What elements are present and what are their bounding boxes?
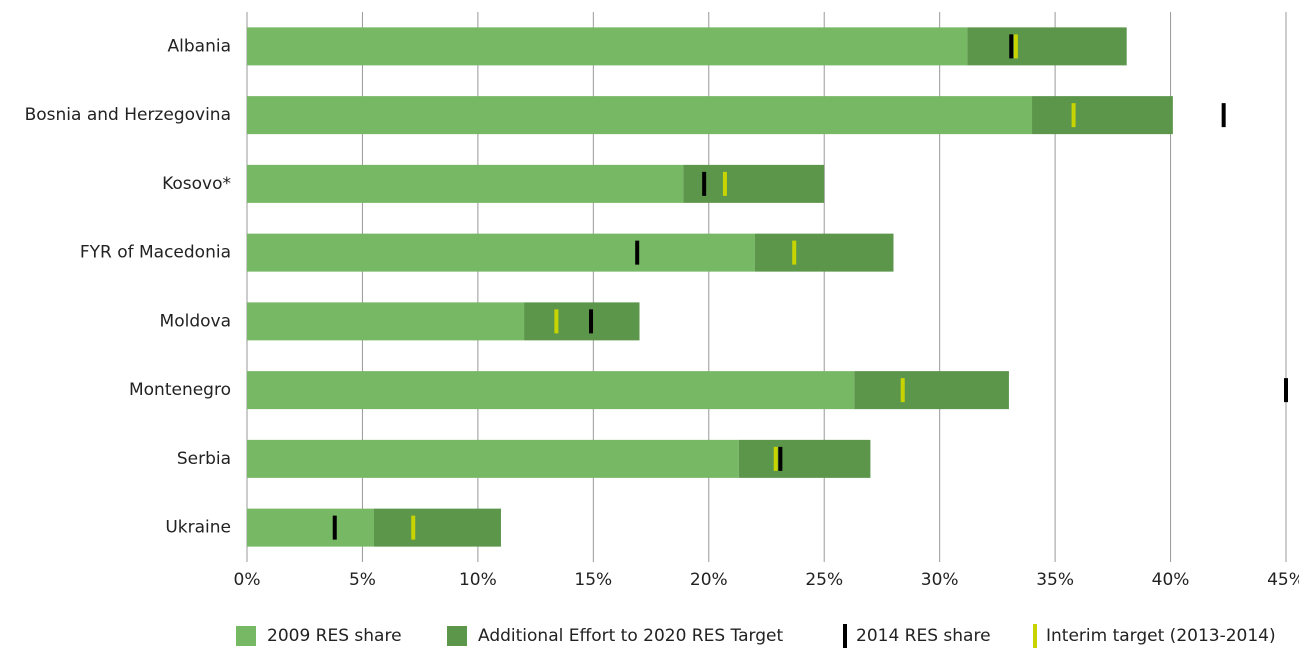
y-tick-label: Ukraine <box>165 518 231 538</box>
marker <box>1009 34 1014 59</box>
legend-swatch <box>843 624 847 648</box>
bar <box>247 508 374 547</box>
y-tick-label: Montenegro <box>129 380 231 400</box>
x-tick-label: 30% <box>921 570 959 590</box>
legend-swatch <box>1033 624 1037 648</box>
y-tick-label: Kosovo* <box>162 174 231 194</box>
x-tick-label: 0% <box>234 570 261 590</box>
marker <box>722 171 727 196</box>
x-tick-label: 45% <box>1267 570 1299 590</box>
y-tick-label: Albania <box>168 36 231 56</box>
bar <box>738 439 871 478</box>
marker <box>589 309 594 334</box>
legend-label: 2014 RES share <box>856 626 991 646</box>
bar <box>247 233 755 272</box>
x-tick-label: 20% <box>690 570 728 590</box>
bar <box>247 371 855 410</box>
bar <box>1032 96 1173 135</box>
x-tick-label: 35% <box>1036 570 1074 590</box>
legend-label: Additional Effort to 2020 RES Target <box>478 626 783 646</box>
marker <box>702 171 707 196</box>
y-tick-label: FYR of Macedonia <box>80 243 231 263</box>
marker <box>778 446 783 471</box>
y-tick-label: Bosnia and Herzegovina <box>25 105 231 125</box>
y-tick-label: Moldova <box>160 311 231 331</box>
marker <box>1071 103 1076 128</box>
marker <box>332 515 337 540</box>
bar <box>683 164 825 203</box>
bar <box>754 233 894 272</box>
marker <box>900 378 905 403</box>
marker <box>635 240 640 265</box>
bar <box>967 27 1127 66</box>
marker <box>1221 103 1226 128</box>
x-tick-label: 10% <box>459 570 497 590</box>
x-tick-label: 5% <box>349 570 376 590</box>
x-tick-label: 25% <box>805 570 843 590</box>
bar <box>247 164 684 203</box>
x-tick-label: 40% <box>1152 570 1190 590</box>
marker <box>792 240 797 265</box>
legend-swatch <box>236 626 256 646</box>
legend-label: 2009 RES share <box>267 626 402 646</box>
x-tick-label: 15% <box>574 570 612 590</box>
marker <box>1284 378 1288 403</box>
bar <box>247 302 525 341</box>
y-tick-label: Serbia <box>177 449 231 469</box>
bar <box>247 96 1033 135</box>
marker <box>411 515 416 540</box>
bar <box>247 439 739 478</box>
bar <box>247 27 968 66</box>
marker <box>554 309 559 334</box>
marker <box>773 446 778 471</box>
legend-swatch <box>447 626 467 646</box>
bar <box>524 302 640 341</box>
bar <box>373 508 501 547</box>
legend-label: Interim target (2013-2014) <box>1046 626 1276 646</box>
bar <box>854 371 1009 410</box>
marker <box>1013 34 1018 59</box>
